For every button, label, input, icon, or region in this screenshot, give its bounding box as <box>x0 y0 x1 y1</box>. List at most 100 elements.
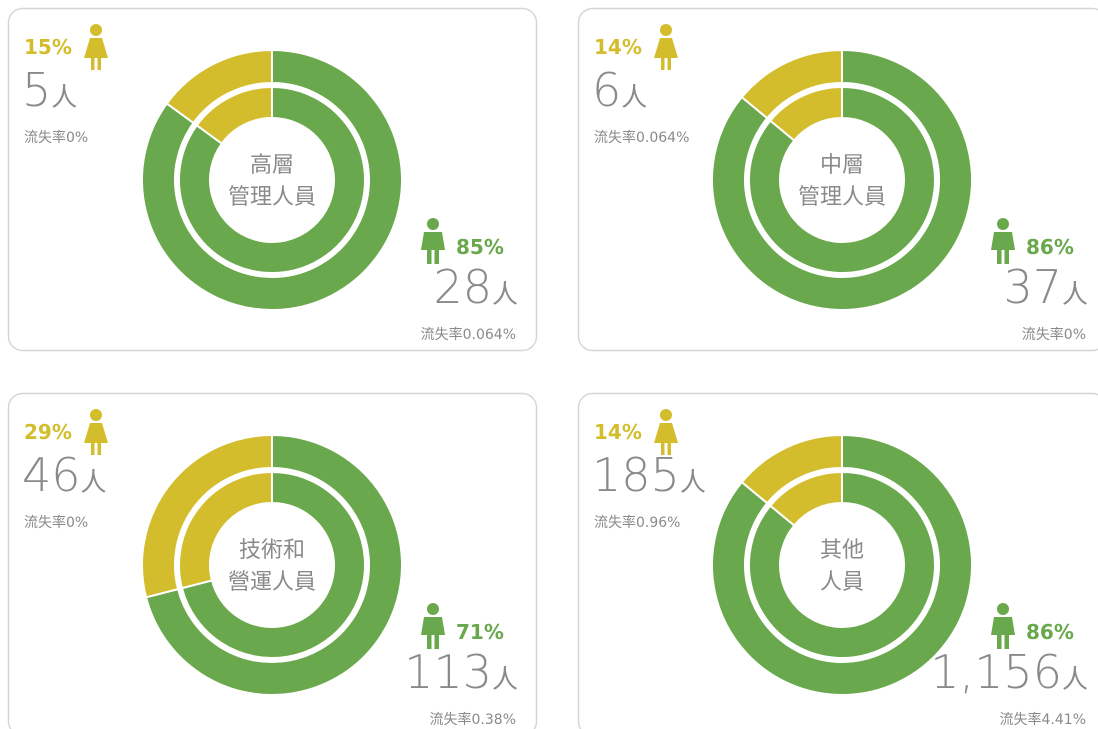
icon-leg <box>91 58 95 70</box>
female-rate: 流失率0.96% <box>594 514 680 531</box>
count-unit: 人 <box>492 280 518 310</box>
male-percent: 71% <box>456 620 504 644</box>
female-count: 185人 <box>592 448 706 502</box>
female-rate: 流失率0% <box>24 514 88 531</box>
count-number: 46 <box>22 448 81 502</box>
panel-border <box>577 7 1098 352</box>
count-number: 28 <box>433 260 492 314</box>
female-percent: 29% <box>24 420 72 444</box>
rate-prefix: 流失率 <box>24 129 66 146</box>
female-icon <box>654 409 678 455</box>
female-segment <box>740 48 843 120</box>
icon-leg <box>1004 250 1009 264</box>
male-percent: 86% <box>1026 235 1074 259</box>
rate-value: 0% <box>1064 327 1086 343</box>
female-rate: 流失率0.064% <box>594 129 689 146</box>
male-icon <box>991 218 1015 264</box>
rate-value: 0.96% <box>636 515 680 531</box>
count-number: 6 <box>592 63 621 117</box>
icon-body <box>84 38 108 58</box>
count-unit: 人 <box>1062 280 1088 310</box>
male-segment <box>748 85 936 274</box>
icon-leg <box>91 443 95 455</box>
male-percent: 85% <box>456 235 504 259</box>
icon-head <box>427 218 439 230</box>
rate-prefix: 流失率 <box>1022 326 1064 343</box>
icon-leg <box>427 250 432 264</box>
icon-leg <box>1004 635 1009 649</box>
icon-head <box>660 24 672 36</box>
male-icon <box>421 603 445 649</box>
icon-body <box>991 232 1015 250</box>
male-icon <box>421 218 445 264</box>
icon-head <box>90 409 102 421</box>
center-label: 管理人員 <box>228 185 316 210</box>
icon-leg <box>427 635 432 649</box>
female-segment <box>740 433 843 505</box>
icon-body <box>421 617 445 635</box>
female-count: 46人 <box>22 448 107 502</box>
center-label: 營運人員 <box>228 570 316 595</box>
count-unit: 人 <box>492 665 518 695</box>
male-rate: 流失率4.41% <box>1000 711 1086 728</box>
male-percent: 86% <box>1026 620 1074 644</box>
icon-leg <box>97 58 101 70</box>
rate-value: 4.41% <box>1042 712 1086 728</box>
male-rate: 流失率0% <box>1022 326 1086 343</box>
male-count: 28人 <box>433 260 518 314</box>
center-label: 技術和 <box>239 538 305 563</box>
female-icon <box>654 24 678 70</box>
rate-prefix: 流失率 <box>430 711 472 728</box>
female-percent: 14% <box>594 35 642 59</box>
icon-leg <box>667 58 671 70</box>
rate-value: 0.064% <box>636 130 689 146</box>
female-percent: 14% <box>594 420 642 444</box>
male-rate: 流失率0.064% <box>421 326 516 343</box>
icon-leg <box>661 58 665 70</box>
female-segment <box>768 470 843 527</box>
female-count: 6人 <box>592 63 647 117</box>
icon-leg <box>997 250 1002 264</box>
female-segment <box>178 470 273 590</box>
male-count: 1,156人 <box>930 645 1088 699</box>
male-count: 113人 <box>404 645 518 699</box>
icon-head <box>90 24 102 36</box>
icon-leg <box>97 443 101 455</box>
male-segment <box>748 470 936 659</box>
count-number: 1,156 <box>930 645 1062 699</box>
rate-prefix: 流失率 <box>594 129 636 146</box>
rate-value: 0% <box>66 515 88 531</box>
male-icon <box>991 603 1015 649</box>
male-rate: 流失率0.38% <box>430 711 516 728</box>
center-label: 其他 <box>820 538 864 563</box>
female-segment <box>195 85 273 145</box>
icon-head <box>660 409 672 421</box>
count-unit: 人 <box>51 83 77 113</box>
female-percent: 15% <box>24 35 72 59</box>
icon-body <box>991 617 1015 635</box>
female-segment <box>165 48 273 125</box>
center-label: 管理人員 <box>798 185 886 210</box>
rate-prefix: 流失率 <box>24 514 66 531</box>
icon-leg <box>434 635 439 649</box>
female-rate: 流失率0% <box>24 129 88 146</box>
count-unit: 人 <box>621 83 647 113</box>
female-count: 5人 <box>22 63 77 117</box>
rate-prefix: 流失率 <box>594 514 636 531</box>
count-unit: 人 <box>1062 665 1088 695</box>
male-segment <box>180 470 366 659</box>
male-segment <box>711 433 973 696</box>
icon-head <box>997 603 1009 615</box>
count-number: 37 <box>1003 260 1062 314</box>
female-icon <box>84 24 108 70</box>
male-count: 37人 <box>1003 260 1088 314</box>
icon-leg <box>997 635 1002 649</box>
icon-body <box>421 232 445 250</box>
count-number: 5 <box>22 63 51 117</box>
icon-head <box>427 603 439 615</box>
rate-prefix: 流失率 <box>421 326 463 343</box>
